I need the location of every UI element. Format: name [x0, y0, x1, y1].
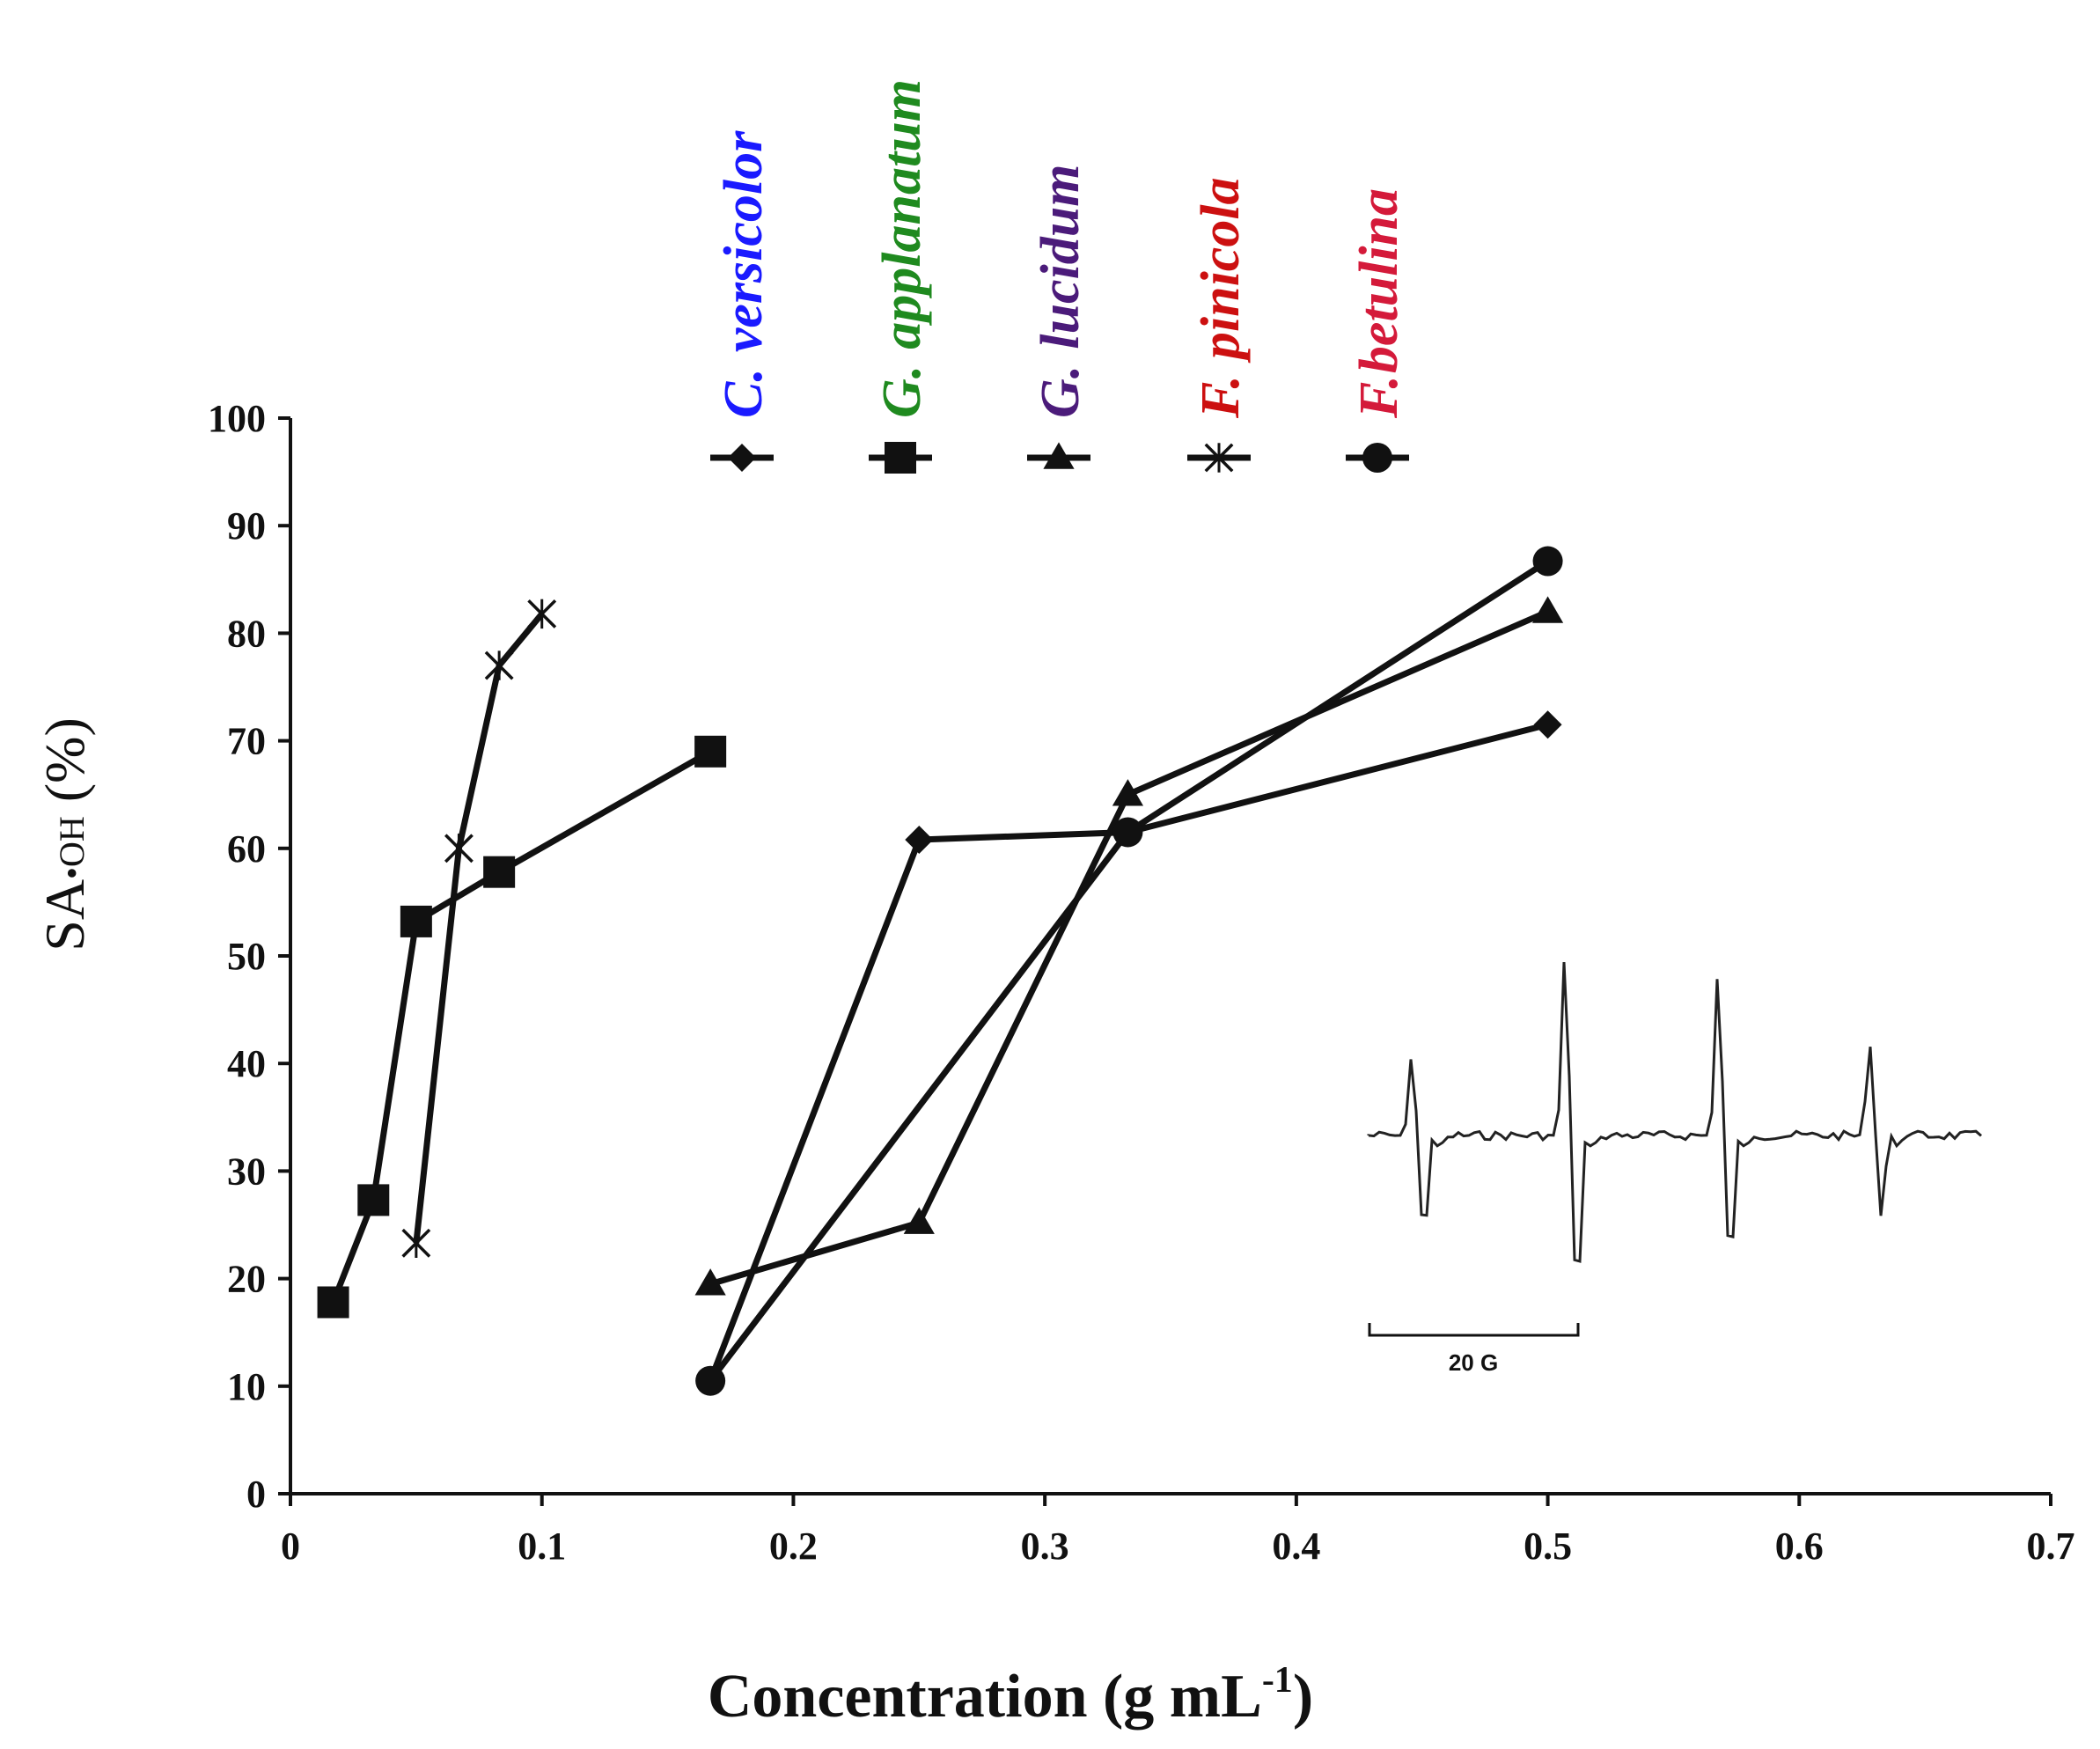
- epr-inset: 20 G: [1367, 962, 1982, 1376]
- series-4-point: [1112, 817, 1143, 848]
- legend-species: versicolor: [714, 130, 774, 352]
- legend-species: betulina: [1349, 188, 1409, 373]
- legend-marker-3: [1204, 443, 1234, 473]
- series-2-point: [1112, 779, 1144, 806]
- legend-label-1: G. applanatum: [872, 79, 932, 418]
- y-tick-label: 0: [246, 1473, 266, 1516]
- legend: C. versicolor G. applanatum G. lucidum F. pinic…: [710, 79, 1409, 474]
- y-tick-label: 80: [227, 612, 266, 655]
- x-axis-title-tail: ): [1293, 1663, 1313, 1731]
- legend-label-2: G. lucidum: [1031, 165, 1090, 418]
- series-line-1: [330, 748, 712, 1304]
- legend-genus: G.: [1031, 365, 1090, 418]
- x-axis-title-sup: -1: [1262, 1660, 1293, 1701]
- legend-genus: F.: [1349, 375, 1409, 419]
- x-axis-title: Concentration (g mL-1): [708, 1660, 1313, 1731]
- legend-marker-4: [1362, 443, 1392, 473]
- legend-label-4: F.betulina: [1349, 188, 1409, 419]
- x-tick-label: 0.7: [2027, 1525, 2075, 1568]
- y-axis-title-main: SA: [33, 879, 96, 952]
- y-tick-label: 60: [227, 827, 266, 871]
- series-2-point: [1531, 596, 1564, 623]
- legend-species: applanatum: [872, 79, 932, 349]
- legend-species: lucidum: [1031, 165, 1090, 349]
- series-1-point: [317, 1286, 349, 1319]
- x-tick-label: 0.2: [769, 1525, 818, 1568]
- x-tick-label: 0.1: [518, 1525, 566, 1568]
- epr-scale-label: 20 G: [1449, 1349, 1498, 1376]
- y-axis-title: SA•OH (%): [33, 717, 96, 952]
- series-1-point: [357, 1184, 390, 1216]
- y-tick-label: 30: [227, 1150, 266, 1193]
- series-0-point: [905, 826, 934, 855]
- series-line-4: [708, 558, 1550, 1383]
- x-tick-label: 0.5: [1524, 1525, 1572, 1568]
- series-1-point: [694, 735, 727, 768]
- y-tick-label: 70: [227, 720, 266, 763]
- legend-label-0: C. versicolor: [714, 130, 774, 418]
- axes: 0 0.1 0.2 0.3 0.4 0.5 0.6 0.7 0 10 20 30 40 50 60 70 80 9…: [208, 397, 2075, 1568]
- epr-scale-bar: [1368, 1323, 1580, 1337]
- series-0-point: [1533, 710, 1562, 739]
- x-tick-label: 0.4: [1272, 1525, 1320, 1568]
- series-3-point: [527, 599, 557, 629]
- series-1-point: [483, 856, 516, 888]
- x-tick-label: 0: [281, 1525, 300, 1568]
- y-axis-title-sub: •OH: [52, 816, 92, 879]
- legend-genus: F.: [1191, 375, 1251, 419]
- legend-genus: C.: [714, 368, 774, 418]
- series-line-0: [707, 721, 1549, 1382]
- legend-marker-1: [885, 442, 916, 474]
- y-tick-label: 90: [227, 504, 266, 547]
- x-axis-title-main: Concentration (g mL: [708, 1663, 1262, 1731]
- series-4-point: [695, 1365, 726, 1396]
- legend-genus: G.: [872, 365, 932, 418]
- y-tick-label: 50: [227, 935, 266, 978]
- series-line-2: [709, 608, 1549, 1288]
- series-2-point: [694, 1268, 726, 1296]
- series-4-point: [1532, 546, 1563, 577]
- series-lines: [330, 558, 1550, 1383]
- series-3-point: [484, 650, 514, 680]
- legend-species: pinicola: [1191, 177, 1251, 364]
- legend-marker-0: [728, 444, 756, 472]
- legend-label-3: F. pinicola: [1191, 177, 1251, 419]
- series-3-point: [401, 1228, 431, 1258]
- markers: [317, 546, 1564, 1396]
- epr-trace: [1367, 962, 1982, 1263]
- series-3-point: [444, 834, 474, 863]
- series-line-3: [413, 612, 545, 1244]
- y-tick-label: 20: [227, 1258, 266, 1301]
- x-tick-label: 0.3: [1021, 1525, 1069, 1568]
- y-tick-label: 10: [227, 1365, 266, 1408]
- legend-marker-2: [1043, 442, 1075, 469]
- x-tick-label: 0.6: [1775, 1525, 1824, 1568]
- series-2-point: [903, 1207, 935, 1234]
- y-tick-label: 40: [227, 1042, 266, 1085]
- y-tick-label: 100: [208, 397, 266, 440]
- series-1-point: [400, 905, 432, 937]
- y-axis-title-tail: (%): [33, 717, 96, 816]
